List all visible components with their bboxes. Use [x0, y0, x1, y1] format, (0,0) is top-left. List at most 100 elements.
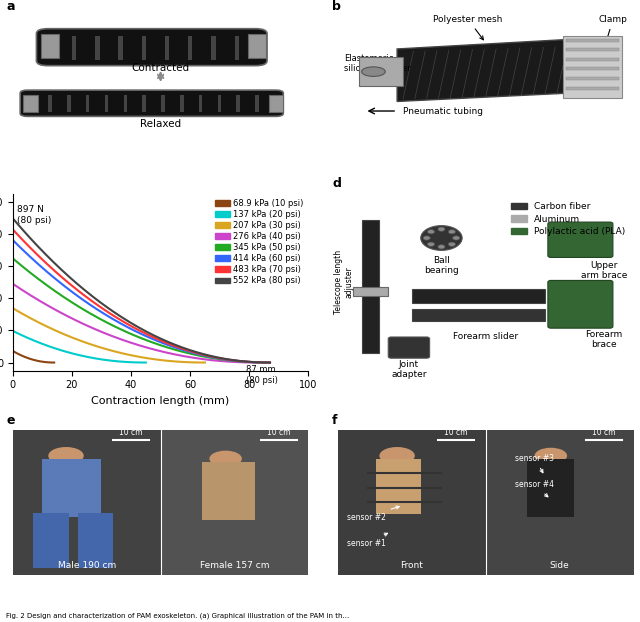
Circle shape	[209, 451, 242, 466]
FancyBboxPatch shape	[41, 34, 59, 58]
Bar	[412, 289, 545, 304]
Text: sensor #1: sensor #1	[347, 533, 388, 548]
Bar	[202, 462, 255, 520]
Bar	[48, 96, 52, 112]
Legend: Carbon fiber, Aluminum, Polylactic acid (PLA): Carbon fiber, Aluminum, Polylactic acid …	[507, 198, 629, 239]
FancyBboxPatch shape	[269, 95, 284, 111]
Bar	[376, 458, 420, 514]
Circle shape	[380, 447, 415, 465]
Text: Clamp: Clamp	[598, 15, 627, 45]
Bar	[13, 430, 161, 575]
Text: Relaxed: Relaxed	[140, 119, 181, 129]
Text: Front: Front	[401, 560, 423, 570]
Text: b: b	[332, 0, 341, 13]
X-axis label: Contraction length (mm): Contraction length (mm)	[92, 396, 230, 406]
Bar	[338, 430, 486, 575]
Text: a: a	[7, 0, 15, 13]
Bar	[566, 77, 619, 80]
Circle shape	[438, 244, 445, 249]
Text: Ball
bearing: Ball bearing	[424, 256, 459, 275]
Text: f: f	[332, 414, 337, 427]
Circle shape	[438, 227, 445, 231]
Bar	[218, 96, 221, 112]
Text: Side: Side	[550, 560, 570, 570]
Bar	[353, 287, 388, 296]
Polygon shape	[397, 39, 568, 101]
Bar	[362, 220, 380, 353]
Bar	[118, 36, 123, 60]
Bar	[161, 430, 308, 575]
Bar	[236, 96, 240, 112]
Bar	[566, 58, 619, 61]
FancyBboxPatch shape	[548, 222, 613, 258]
Bar	[142, 96, 146, 112]
Text: 10 cm: 10 cm	[267, 428, 291, 437]
Bar	[566, 49, 619, 52]
Text: 10 cm: 10 cm	[592, 428, 616, 437]
FancyBboxPatch shape	[548, 281, 613, 328]
FancyBboxPatch shape	[20, 90, 284, 116]
Bar	[188, 36, 193, 60]
Text: sensor #2: sensor #2	[347, 506, 399, 521]
Circle shape	[362, 67, 385, 77]
Bar	[566, 67, 619, 70]
Bar	[105, 96, 108, 112]
Bar	[566, 86, 619, 90]
Bar	[566, 39, 619, 42]
Text: Forearm slider: Forearm slider	[453, 332, 518, 341]
FancyBboxPatch shape	[358, 57, 403, 86]
Text: Forearm
brace: Forearm brace	[586, 330, 623, 350]
Bar	[199, 96, 202, 112]
Bar	[234, 36, 239, 60]
Text: Elastomeric
silicone bladder: Elastomeric silicone bladder	[344, 53, 411, 77]
Text: Joint
adapter: Joint adapter	[391, 360, 427, 379]
Circle shape	[452, 236, 460, 240]
Circle shape	[423, 236, 430, 240]
Legend: 68.9 kPa (10 psi), 137 kPa (20 psi), 207 kPa (30 psi), 276 kPa (40 psi), 345 kPa: 68.9 kPa (10 psi), 137 kPa (20 psi), 207…	[211, 195, 307, 289]
Text: 10 cm: 10 cm	[119, 428, 143, 437]
Text: Contracted: Contracted	[132, 63, 189, 73]
Bar	[72, 36, 76, 60]
Circle shape	[449, 230, 456, 234]
Bar	[486, 430, 634, 575]
Circle shape	[420, 226, 462, 251]
Bar	[180, 96, 184, 112]
Bar	[86, 96, 90, 112]
Text: 10 cm: 10 cm	[444, 428, 468, 437]
FancyBboxPatch shape	[388, 337, 429, 358]
Circle shape	[48, 447, 84, 465]
Text: d: d	[332, 177, 341, 190]
FancyBboxPatch shape	[23, 95, 38, 111]
Text: e: e	[7, 414, 15, 427]
Bar	[95, 36, 100, 60]
Text: sensor #3: sensor #3	[515, 454, 554, 473]
FancyBboxPatch shape	[248, 34, 266, 58]
Bar	[141, 36, 146, 60]
Text: Telescope length
adjuster: Telescope length adjuster	[334, 250, 353, 314]
Bar	[255, 96, 259, 112]
FancyBboxPatch shape	[563, 36, 622, 98]
Circle shape	[534, 448, 567, 464]
Circle shape	[428, 230, 435, 234]
Bar	[67, 96, 70, 112]
Bar	[527, 458, 575, 517]
Bar	[161, 96, 164, 112]
Bar	[42, 458, 102, 517]
Bar	[33, 513, 69, 568]
Text: Fig. 2 Design and characterization of PAM exoskeleton. (a) Graphical illustratio: Fig. 2 Design and characterization of PA…	[6, 613, 349, 619]
Circle shape	[449, 242, 456, 246]
Text: 897 N
(80 psi): 897 N (80 psi)	[17, 205, 52, 225]
Bar	[78, 513, 113, 568]
Text: 87 mm
(80 psi): 87 mm (80 psi)	[246, 365, 278, 385]
Text: Male 190 cm: Male 190 cm	[58, 560, 116, 570]
Bar	[211, 36, 216, 60]
Bar	[412, 309, 545, 321]
FancyBboxPatch shape	[36, 29, 267, 66]
Text: Polyester mesh: Polyester mesh	[433, 15, 503, 40]
Text: Upper
arm brace: Upper arm brace	[581, 261, 627, 281]
Bar	[124, 96, 127, 112]
Bar	[165, 36, 169, 60]
Text: Pneumatic tubing: Pneumatic tubing	[403, 106, 483, 116]
Circle shape	[428, 242, 435, 246]
Text: sensor #4: sensor #4	[515, 480, 554, 497]
